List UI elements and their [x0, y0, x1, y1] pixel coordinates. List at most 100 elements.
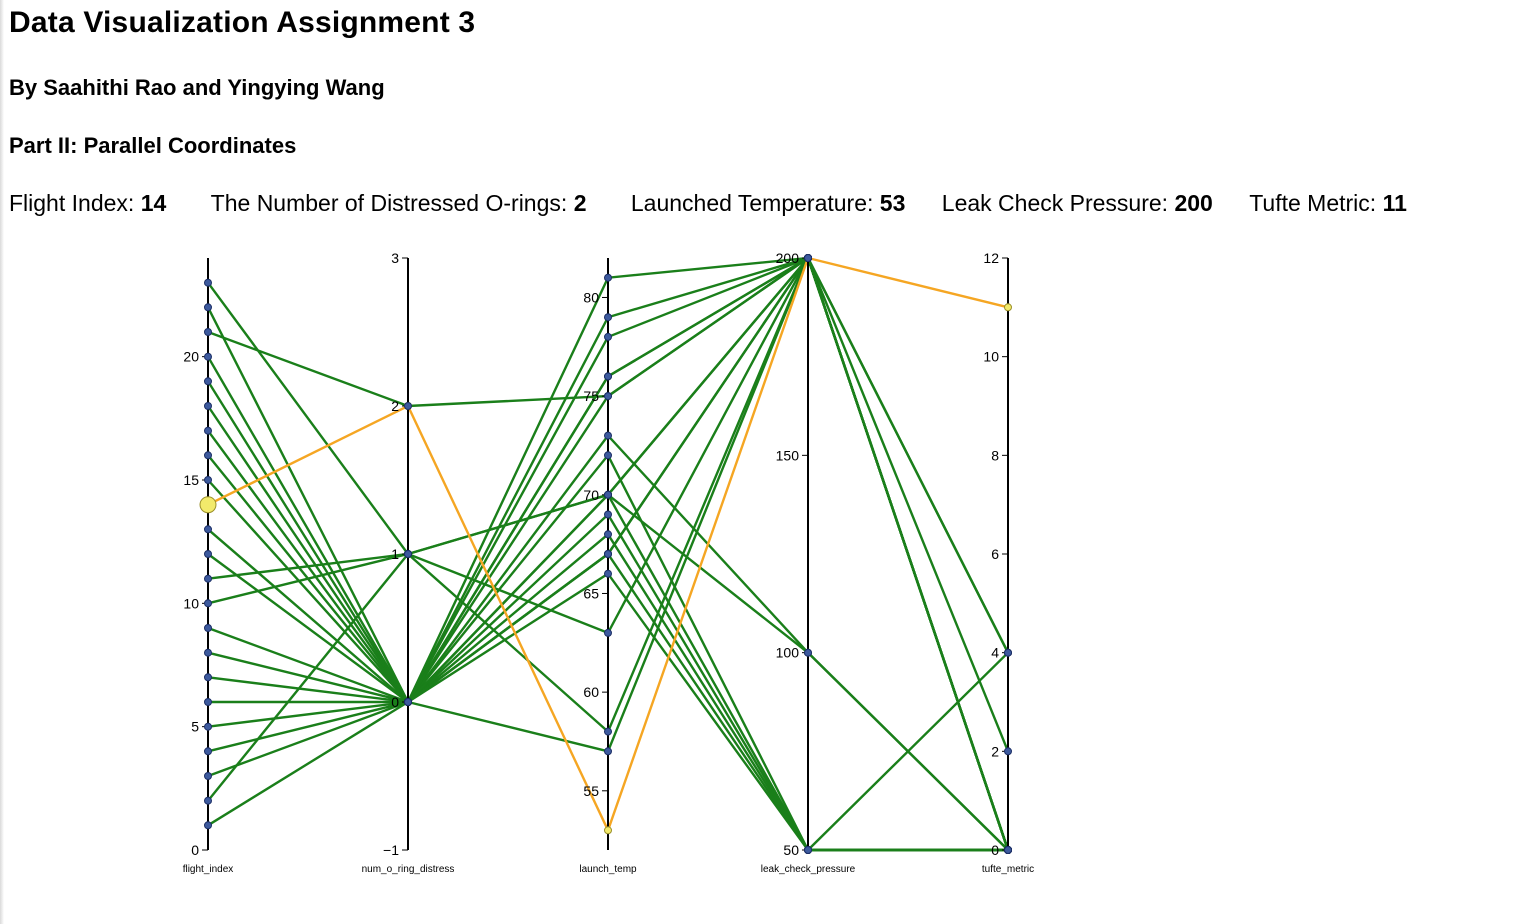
data-point[interactable] — [604, 490, 612, 499]
data-point[interactable] — [204, 525, 212, 534]
data-point[interactable] — [604, 628, 612, 637]
data-point[interactable] — [204, 796, 212, 805]
data-point[interactable] — [204, 303, 212, 312]
data-point[interactable] — [204, 402, 212, 410]
tick-label: 1 — [391, 546, 399, 562]
data-point[interactable] — [204, 821, 212, 830]
tick-label: 2 — [391, 398, 399, 414]
tick-label: 3 — [391, 250, 399, 266]
temperature-label: Launched Temperature: — [630, 190, 874, 216]
data-point[interactable] — [604, 372, 612, 381]
data-point[interactable] — [604, 727, 612, 736]
pressure-value: 200 — [1174, 190, 1213, 216]
data-point[interactable] — [204, 648, 212, 657]
data-point[interactable] — [204, 550, 212, 558]
axes-layer: 05101520flight_index−10123num_o_ring_dis… — [183, 250, 1034, 875]
data-point[interactable] — [404, 550, 412, 558]
tick-label: 12 — [983, 250, 999, 266]
data-point[interactable] — [804, 254, 812, 262]
axis-title: flight_index — [183, 864, 234, 875]
tick-label: 6 — [991, 546, 999, 562]
flight-index-value: 14 — [140, 190, 167, 216]
tick-label: 20 — [183, 349, 199, 365]
pressure-readout: Leak Check Pressure: 200 — [942, 190, 1213, 217]
data-point[interactable] — [1004, 648, 1012, 657]
tick-label: 4 — [991, 645, 999, 661]
data-point[interactable] — [604, 332, 612, 341]
data-point[interactable] — [204, 278, 212, 287]
data-point[interactable] — [1004, 846, 1012, 854]
page-title: Data Visualization Assignment 3 — [9, 6, 476, 39]
tick-label: 60 — [583, 684, 599, 700]
window-edge-shade — [0, 0, 4, 924]
temperature-value: 53 — [879, 190, 906, 216]
temperature-readout: Launched Temperature: 53 — [631, 190, 906, 217]
data-point[interactable] — [604, 451, 612, 460]
data-point-highlighted[interactable] — [604, 826, 612, 835]
tick-label: 50 — [783, 842, 799, 858]
data-point[interactable] — [204, 722, 212, 731]
data-point[interactable] — [204, 624, 212, 632]
flight-index-label: Flight Index: — [9, 190, 135, 216]
points-layer — [199, 254, 1012, 854]
selection-readout: Flight Index: 14 The Number of Distresse… — [9, 190, 1407, 217]
data-point[interactable] — [204, 673, 212, 682]
axis-title: num_o_ring_distress — [362, 864, 455, 875]
data-point[interactable] — [804, 846, 812, 854]
tick-label: 8 — [991, 447, 999, 463]
data-point[interactable] — [204, 451, 212, 460]
tick-label: 70 — [583, 487, 599, 503]
data-point[interactable] — [204, 574, 212, 583]
data-point[interactable] — [604, 747, 612, 756]
data-point[interactable] — [404, 402, 412, 410]
data-point[interactable] — [204, 328, 212, 336]
axis-leak_check_pressure: 50 100 150 200 leak_check_pressure — [761, 250, 856, 875]
tick-label: 80 — [583, 289, 599, 305]
pressure-label: Leak Check Pressure: — [941, 190, 1169, 216]
data-point[interactable] — [1004, 747, 1012, 756]
data-point[interactable] — [204, 599, 212, 608]
distress-readout: The Number of Distressed O-rings: 2 — [211, 190, 587, 217]
data-point[interactable] — [604, 313, 612, 322]
tick-label: 0 — [391, 694, 399, 710]
tick-label: 100 — [776, 645, 800, 661]
data-point[interactable] — [204, 772, 212, 780]
authors-heading: By Saahithi Rao and Yingying Wang — [9, 75, 385, 100]
tick-label: 65 — [583, 585, 599, 601]
data-point[interactable] — [204, 747, 212, 756]
data-point[interactable] — [604, 392, 612, 401]
tick-label: 200 — [776, 250, 800, 266]
axis-title: leak_check_pressure — [761, 864, 856, 875]
data-point[interactable] — [204, 698, 212, 706]
data-point[interactable] — [604, 530, 612, 539]
data-point[interactable] — [204, 426, 212, 435]
data-point[interactable] — [804, 648, 812, 657]
axis-title: launch_temp — [579, 864, 637, 875]
tick-label: 15 — [183, 472, 199, 488]
tick-label: 55 — [583, 783, 599, 799]
data-point[interactable] — [604, 569, 612, 578]
data-point[interactable] — [204, 476, 212, 484]
data-point[interactable] — [604, 431, 612, 440]
tufte-value: 11 — [1382, 190, 1407, 216]
data-point[interactable] — [604, 510, 612, 519]
data-point[interactable] — [604, 273, 612, 282]
data-point[interactable] — [204, 352, 212, 361]
tufte-label: Tufte Metric: — [1249, 190, 1377, 216]
axis-title: tufte_metric — [982, 864, 1034, 875]
flight-index-readout: Flight Index: 14 — [9, 190, 166, 217]
tick-label: 75 — [583, 388, 599, 404]
data-point[interactable] — [604, 550, 612, 558]
data-point[interactable] — [404, 698, 412, 706]
tick-label: 2 — [991, 743, 999, 759]
tick-label: −1 — [383, 842, 399, 858]
tick-label: 10 — [983, 349, 999, 365]
tufte-readout: Tufte Metric: 11 — [1249, 190, 1407, 217]
distress-label: The Number of Distressed O-rings: — [210, 190, 568, 216]
data-point-highlighted[interactable] — [199, 496, 217, 514]
data-point-highlighted[interactable] — [1004, 303, 1012, 312]
tick-label: 0 — [991, 842, 999, 858]
data-point[interactable] — [204, 377, 212, 386]
tick-label: 10 — [183, 595, 199, 611]
